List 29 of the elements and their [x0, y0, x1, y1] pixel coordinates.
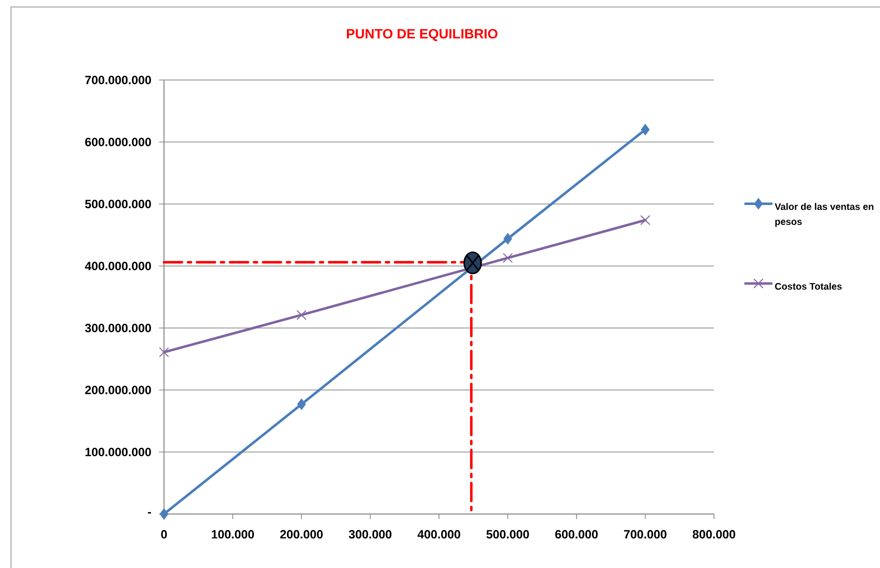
- x-tick-label: 400.000: [418, 530, 460, 539]
- y-tick-label: 700.000.000: [85, 76, 151, 84]
- point: [297, 398, 306, 410]
- x-tick-label: 800.000: [692, 530, 736, 539]
- x-tick-label: 700.000: [624, 530, 666, 539]
- y-tick-label: 500.000.000: [85, 200, 151, 208]
- chart-title: PUNTO DE EQUILIBRIO: [346, 28, 498, 42]
- x-tick-label: 600.000: [555, 530, 598, 539]
- point: [159, 347, 169, 357]
- point: [503, 232, 512, 244]
- point: [160, 508, 168, 520]
- x-tick-label: 300.000: [348, 530, 392, 539]
- x-tick-label: 500.000: [486, 530, 529, 539]
- point: [463, 252, 482, 274]
- point: [640, 215, 650, 225]
- x-tick-label: 200.000: [280, 530, 323, 539]
- point: [640, 124, 650, 136]
- x-tick-label: 100.000: [212, 530, 254, 539]
- y-tick-label: -: [148, 512, 151, 514]
- y-tick-label: 600.000.000: [85, 138, 151, 146]
- point: [503, 253, 512, 263]
- x-tick-label: 0: [161, 530, 167, 539]
- y-tick-label: 400.000.000: [84, 262, 151, 270]
- y-tick-label: 300.000.000: [85, 324, 151, 332]
- legend-label: Valor de las ventas en pesos: [774, 203, 874, 227]
- y-tick-label: 100.000.000: [85, 448, 151, 456]
- y-tick-label: 200.000.000: [85, 386, 151, 394]
- legend-label: Costos Totales: [775, 282, 842, 290]
- point: [296, 310, 306, 320]
